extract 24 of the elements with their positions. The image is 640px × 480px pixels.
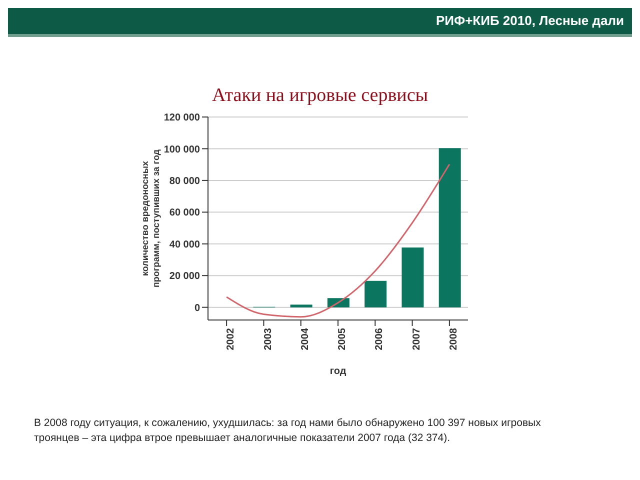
x-axis-title: год [330,366,347,377]
bar [402,248,424,308]
y-tick-label: 120 000 [164,112,200,124]
bar [438,148,461,308]
y-tick-label: 80 000 [169,176,200,187]
bar [290,304,312,308]
x-tick-label: 2002 [226,328,237,350]
y-tick-label: 100 000 [164,144,200,156]
chart-title: Атаки на игровые сервисы [210,85,430,107]
text: В 2008 году ситуация, к сожалению, ухудшилась: за год нами было обнаружено 100 397 новых игровых троянцев – эта цифра втрое превышает аналогичные показатели 2007 года (32 374). [34,416,542,446]
text: РИФ+КИБ 2010, Лесные дали [8,8,632,37]
x-tick-label: 2008 [448,328,460,350]
x-tick-label: 2004 [300,328,311,350]
x-tick-label: 2007 [411,328,422,350]
line-series [226,164,450,318]
x-tick-label: 2005 [337,328,348,350]
y-tick-label: 20 000 [169,271,200,282]
bar [364,280,387,308]
y-axis-title: количество вредоносных программ, поступивших за год [140,149,161,288]
x-tick-label: 2003 [262,328,274,350]
y-tick-label: 40 000 [169,239,200,250]
x-tick-label: 2006 [374,328,386,350]
y-tick-label: 60 000 [169,208,200,219]
y-tick-label: 0 [194,302,200,314]
